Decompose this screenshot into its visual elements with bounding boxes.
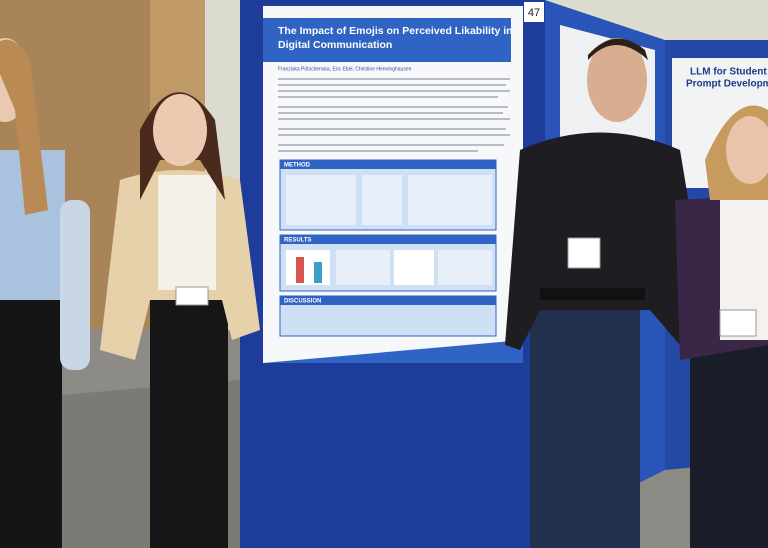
poster-header xyxy=(263,18,511,62)
poster-text-lines xyxy=(278,78,510,152)
board-number-tag xyxy=(524,2,544,22)
person-hair xyxy=(0,39,48,215)
method-box xyxy=(286,175,356,225)
section-label: DISCUSSION xyxy=(284,299,321,305)
right-poster-title: Prompt Development, L xyxy=(686,79,768,90)
person-face xyxy=(726,116,768,184)
method-header xyxy=(280,160,496,169)
name-badge xyxy=(175,286,209,306)
section-label: METHOD xyxy=(284,163,311,169)
person-hair xyxy=(588,38,648,60)
person-pants xyxy=(0,300,62,548)
person-face xyxy=(587,38,647,122)
section-label: RESULTS xyxy=(284,238,312,244)
right-poster-title: LLM for Student xyxy=(690,67,767,78)
person-pants xyxy=(530,300,640,548)
results-box xyxy=(438,250,492,285)
method-box xyxy=(362,175,402,225)
poster-title: Digital Communication xyxy=(278,39,392,51)
poster-title: The Impact of Emojis on Perceived Likabi… xyxy=(278,25,513,37)
method-box xyxy=(408,175,492,225)
poster-authors: Franziska Pötschenska, Eric Ebel, Christ… xyxy=(278,66,412,72)
person-pants xyxy=(690,330,768,548)
poster-footer xyxy=(263,340,523,363)
results-header xyxy=(280,235,496,244)
discussion-header xyxy=(280,296,496,305)
person-pants xyxy=(150,290,228,548)
results-box xyxy=(336,250,390,285)
chart-bar xyxy=(296,257,304,283)
chart-bar xyxy=(314,262,322,283)
name-badge xyxy=(567,237,601,269)
name-badge xyxy=(719,309,757,337)
board-number: 47 xyxy=(528,7,540,19)
results-chart xyxy=(394,250,434,285)
person-face xyxy=(153,94,207,166)
results-chart xyxy=(286,250,330,285)
person-top xyxy=(158,175,216,290)
person-belt xyxy=(540,288,645,300)
person-arm xyxy=(60,200,90,370)
